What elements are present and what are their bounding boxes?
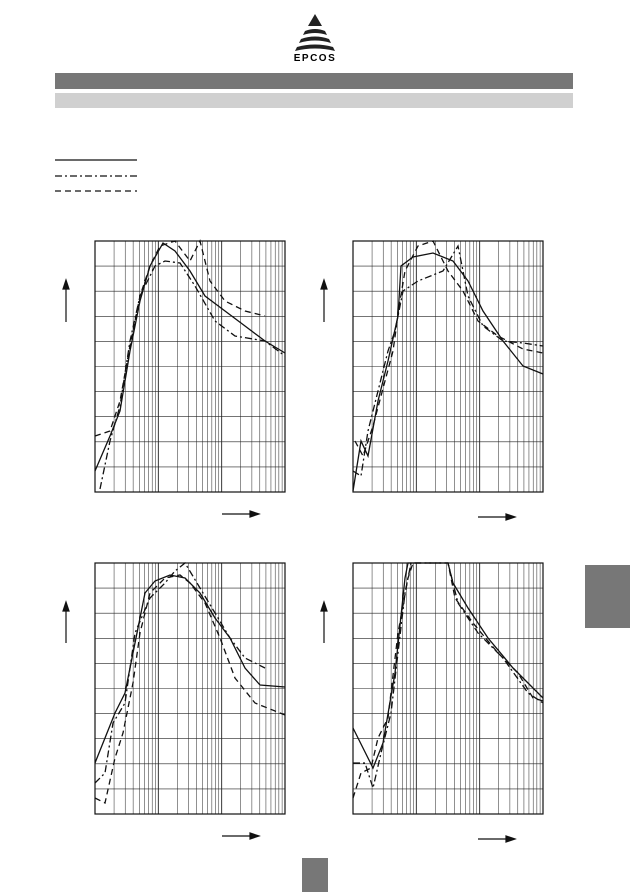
chart-3: [94, 562, 286, 815]
page-number-box: [302, 858, 328, 892]
chart-4: [352, 562, 544, 815]
plot-frame: [94, 240, 286, 493]
chart-1: [94, 239, 286, 493]
logo-text: EPCOS: [294, 53, 337, 64]
curve-dashed: [352, 562, 544, 799]
curve-dashdot: [353, 562, 544, 791]
subheader-bar: [55, 93, 573, 108]
curve-dashdot: [94, 562, 266, 784]
charts: [94, 239, 544, 815]
curve-solid: [94, 242, 286, 472]
curve-solid: [352, 252, 544, 492]
plot-frame: [94, 562, 286, 815]
plot-frame: [352, 240, 544, 493]
logo-mark: [295, 14, 335, 51]
curve-dashed: [94, 239, 266, 437]
chart-2: [352, 240, 544, 493]
axis-arrows: [62, 278, 517, 843]
curve-solid: [352, 562, 544, 770]
section-tab: [585, 565, 630, 628]
curve-solid: [94, 574, 286, 764]
curve-dashed: [94, 574, 286, 804]
curve-dashed: [354, 240, 544, 458]
curve-dashdot: [99, 260, 286, 490]
header-bar: [55, 73, 573, 89]
